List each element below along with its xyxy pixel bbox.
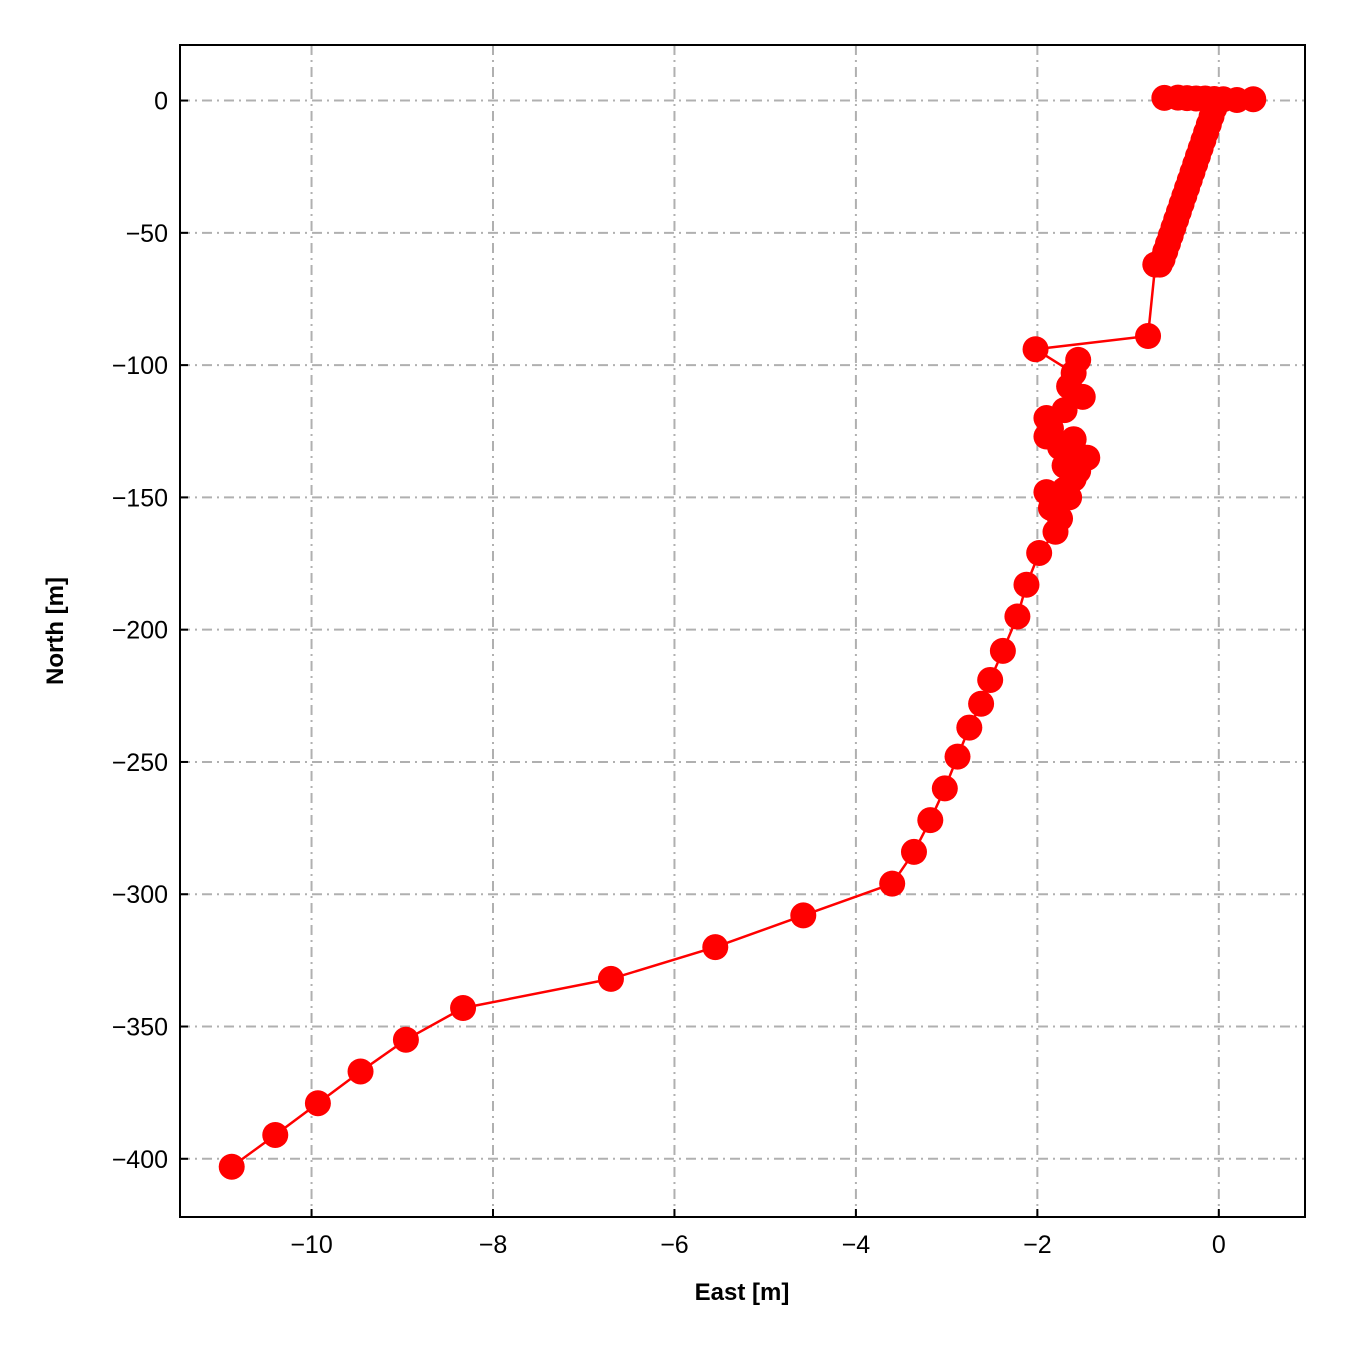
data-point xyxy=(304,1090,331,1117)
data-point xyxy=(347,1058,374,1085)
x-tick-label: −2 xyxy=(1023,1231,1052,1259)
data-point xyxy=(1065,346,1092,373)
x-tick-label: −4 xyxy=(842,1231,871,1259)
data-point xyxy=(989,637,1016,664)
data-point xyxy=(1135,323,1162,350)
data-point xyxy=(1022,336,1049,363)
y-tick-label: −400 xyxy=(112,1146,168,1174)
data-point xyxy=(450,994,477,1021)
y-axis-label: North [m] xyxy=(42,577,69,685)
data-point xyxy=(597,965,624,992)
data-point xyxy=(1065,457,1092,484)
data-point xyxy=(1151,84,1178,111)
data-point xyxy=(968,690,995,717)
data-point xyxy=(1026,539,1053,566)
ticks: −10 −8 −6 −4 −2 00−50−100−150−200−250−300−350… xyxy=(112,88,1226,1259)
y-tick-label: 0 xyxy=(154,88,168,116)
data-point xyxy=(879,870,906,897)
data-point xyxy=(944,743,971,770)
y-tick-label: −250 xyxy=(112,749,168,777)
data-point xyxy=(1004,603,1031,630)
x-tick-label: −8 xyxy=(479,1231,508,1259)
data-point xyxy=(956,714,983,741)
data-point xyxy=(931,775,958,802)
data-point xyxy=(1069,383,1096,410)
data-point xyxy=(1042,518,1069,545)
data-point xyxy=(1013,571,1040,598)
y-tick-label: −100 xyxy=(112,352,168,380)
data-point xyxy=(702,934,729,961)
data-point xyxy=(917,807,944,834)
data-point xyxy=(392,1026,419,1053)
data-point xyxy=(900,838,927,865)
y-tick-label: −300 xyxy=(112,881,168,909)
x-tick-label: 0 xyxy=(1212,1231,1226,1259)
y-tick-label: −200 xyxy=(112,617,168,645)
y-tick-label: −50 xyxy=(126,220,168,248)
data-point xyxy=(977,666,1004,693)
data-point xyxy=(1142,251,1169,278)
x-axis-label: East [m] xyxy=(695,1279,790,1306)
y-tick-label: −150 xyxy=(112,484,168,512)
series-trajectory xyxy=(218,84,1267,1180)
data-point xyxy=(218,1153,245,1180)
data-point xyxy=(262,1121,289,1148)
grid xyxy=(180,45,1305,1217)
y-tick-label: −350 xyxy=(112,1014,168,1042)
plot-frame xyxy=(179,44,1306,1218)
x-tick-label: −6 xyxy=(660,1231,689,1259)
data-point xyxy=(790,902,817,929)
x-tick-label: −10 xyxy=(290,1231,332,1259)
